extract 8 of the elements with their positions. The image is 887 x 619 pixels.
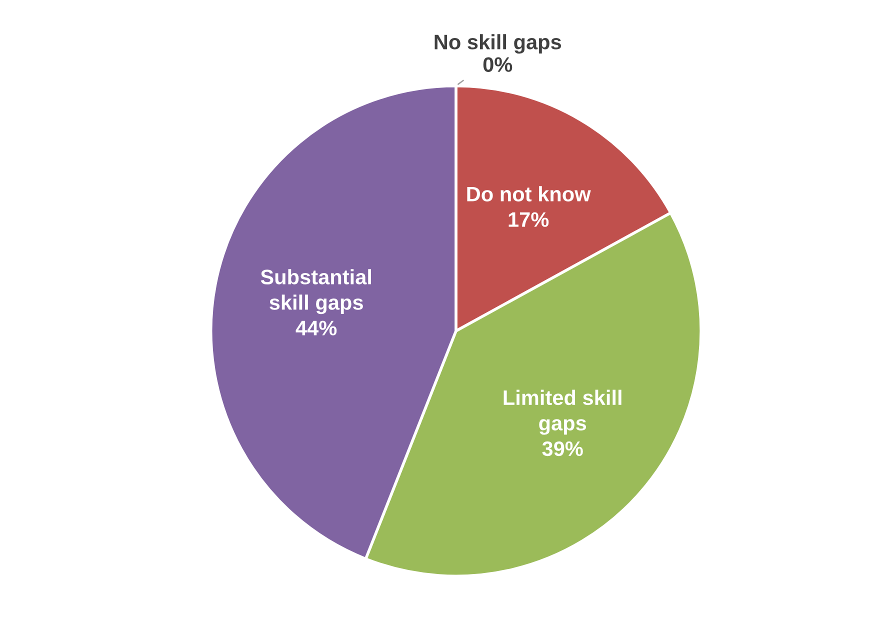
- category-label: No skill gaps: [434, 34, 562, 54]
- data-label: 17%: [508, 212, 549, 227]
- data-label: 39%: [542, 441, 583, 456]
- data-label: 44%: [296, 320, 337, 336]
- slice-label: Substantial skill gaps: [260, 269, 371, 314]
- slice-label: Limited skill gaps: [504, 390, 622, 435]
- text: 0%: [483, 57, 512, 72]
- slice-label: Do not know: [467, 186, 591, 202]
